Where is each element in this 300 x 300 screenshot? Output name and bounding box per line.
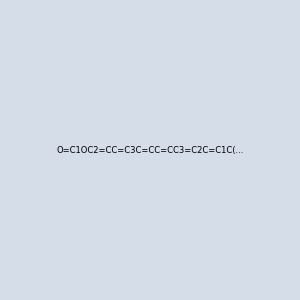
Text: O=C1OC2=CC=C3C=CC=CC3=C2C=C1C(...: O=C1OC2=CC=C3C=CC=CC3=C2C=C1C(... — [56, 146, 244, 154]
